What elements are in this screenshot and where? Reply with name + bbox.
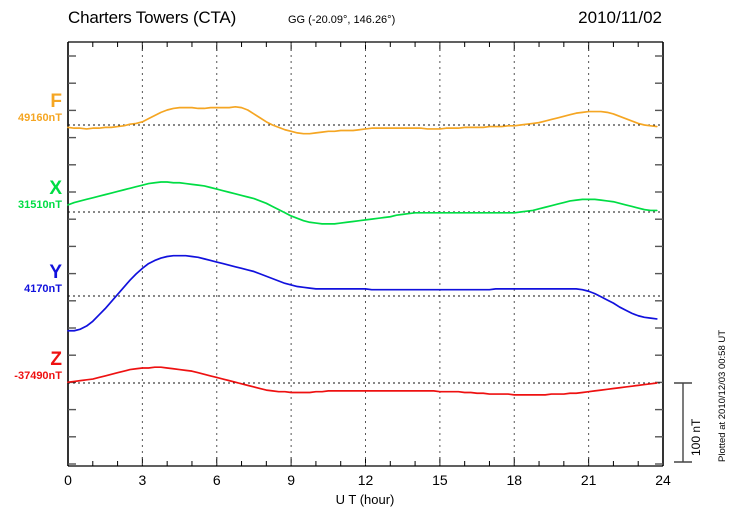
trace-y: [67, 254, 658, 332]
x-tick-6: 6: [212, 472, 221, 488]
component-letter-z: Z: [50, 349, 62, 370]
trace-f: [67, 105, 658, 135]
component-label-f: F 49160nT: [18, 92, 62, 124]
component-letter-y: Y: [49, 262, 62, 283]
component-baseline-y: 4170nT: [24, 283, 62, 295]
x-tick-18: 18: [506, 472, 523, 488]
x-tick-9: 9: [287, 472, 296, 488]
x-tick-0: 0: [64, 472, 72, 488]
x-axis-title: U T (hour): [335, 492, 395, 507]
component-letter-x: X: [49, 178, 62, 199]
observation-date: 2010/11/02: [578, 8, 662, 27]
page-title: Charters Towers (CTA): [68, 8, 237, 27]
plotted-timestamp: Plotted at 2010/12/03 00:58 UT: [717, 329, 728, 462]
component-baseline-f: 49160nT: [17, 112, 62, 124]
grid-lines: [141, 43, 590, 465]
trace-x: [67, 181, 658, 225]
x-tick-24: 24: [655, 472, 671, 488]
trace-z: [67, 366, 658, 396]
x-tick-15: 15: [432, 472, 448, 488]
scale-bar: [674, 382, 692, 463]
component-baseline-z: -37490nT: [14, 370, 62, 382]
component-label-x: X 31510nT: [18, 179, 62, 211]
x-tick-3: 3: [138, 472, 147, 488]
component-baseline-x: 31510nT: [17, 199, 62, 211]
x-tick-21: 21: [580, 472, 597, 488]
data-traces: [67, 105, 658, 396]
geographic-coordinates: GG (-20.09°, 146.26°): [288, 14, 396, 26]
x-tick-12: 12: [357, 472, 374, 488]
scale-bar-label: 100 nT: [689, 418, 703, 456]
component-label-y: Y 4170nT: [24, 263, 62, 295]
component-baselines: [68, 124, 663, 384]
component-label-z: Z -37490nT: [14, 350, 62, 382]
component-letter-f: F: [50, 91, 62, 112]
